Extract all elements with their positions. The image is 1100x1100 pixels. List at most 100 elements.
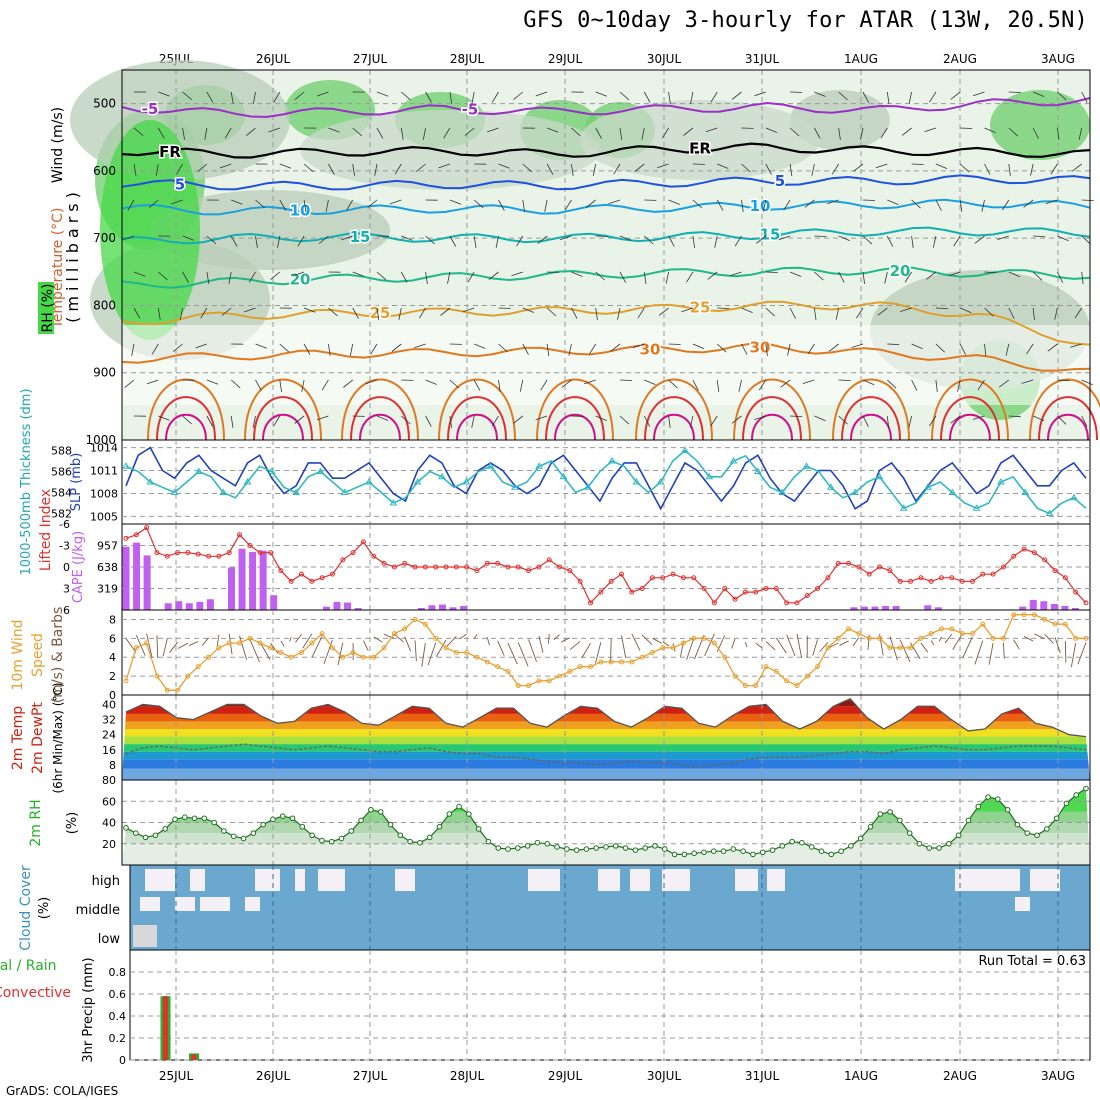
wind-barb	[279, 343, 290, 353]
wind-barb	[838, 235, 850, 241]
pressure-tick: 500	[93, 97, 116, 111]
wind-speed-line	[125, 614, 1086, 691]
rh-marker	[603, 844, 609, 850]
surface-wind-barb	[974, 640, 984, 665]
surface-wind-barb	[610, 638, 612, 663]
wind-speed-marker	[897, 645, 903, 651]
rh-marker	[534, 839, 541, 846]
wind-barb	[425, 379, 437, 385]
li-marker	[464, 564, 470, 570]
wind-barb	[328, 163, 335, 175]
pressure-tick: 600	[93, 164, 116, 178]
surface-wind-barb	[621, 635, 627, 658]
wind-barb	[668, 343, 681, 345]
wind-barb	[862, 199, 876, 201]
li-marker	[402, 560, 408, 566]
li-marker	[515, 564, 521, 570]
temp-band	[122, 736, 1090, 745]
isotherm-label: -5	[462, 101, 479, 119]
li-marker	[588, 600, 594, 606]
wind-barb	[831, 163, 840, 175]
thickness-marker	[632, 478, 641, 485]
wind-barb	[959, 163, 970, 173]
axis-label-speed: Speed	[30, 633, 46, 677]
date-label-top: 26JUL	[256, 52, 291, 66]
axis-label-wind10m: 10m Wind	[10, 619, 26, 690]
thickness-marker	[705, 472, 714, 480]
wind-barb	[224, 127, 232, 139]
thickness-marker	[413, 478, 422, 485]
wind-barb	[559, 235, 572, 241]
rh-marker	[230, 833, 237, 840]
wind-barb	[124, 379, 135, 388]
wind-barb	[595, 271, 605, 281]
wind-speed-marker	[288, 654, 294, 660]
wind-barb	[449, 199, 462, 205]
surface-wind-barb	[755, 642, 763, 648]
cape-bar	[871, 606, 879, 610]
temp-band	[122, 713, 1090, 722]
wind-barb	[690, 91, 694, 104]
li-marker	[1031, 550, 1037, 556]
wind-barb	[710, 91, 718, 103]
rh-tick: 60	[102, 795, 116, 808]
surface-isotherm	[931, 378, 1009, 441]
wind-barb	[692, 235, 695, 248]
surface-isotherm	[147, 378, 225, 441]
wind-tick: 2	[109, 670, 116, 683]
li-marker	[288, 578, 294, 584]
wind-panel-frame	[121, 609, 1091, 696]
wind-speed-marker	[877, 635, 883, 641]
wind-barb	[401, 235, 413, 241]
slp-tick: 1005	[90, 510, 118, 523]
li-marker	[742, 589, 748, 595]
surface-wind-barb	[988, 642, 994, 665]
rh-marker	[632, 847, 639, 853]
wind-barb	[422, 127, 426, 140]
wind-barb	[862, 379, 875, 386]
wind-barb	[762, 199, 767, 212]
wind-barb	[303, 343, 311, 355]
wind-barb	[182, 271, 189, 283]
wind-barb	[1081, 199, 1094, 201]
wind-speed-marker	[536, 678, 542, 684]
wind-barb	[1057, 271, 1064, 283]
wind-barb	[862, 235, 873, 245]
wind-speed-marker	[412, 616, 418, 622]
grads-credit: GrADS: COLA/IGES	[6, 1084, 119, 1098]
thickness-marker	[170, 488, 179, 495]
li-marker	[185, 550, 191, 556]
wind-barb	[595, 307, 598, 320]
wind-speed-marker	[928, 631, 934, 637]
wind-barb	[391, 343, 402, 352]
rh-marker	[387, 821, 394, 828]
wind-barb	[133, 271, 146, 277]
cloud-row-label: low	[98, 932, 121, 947]
wind-barb	[462, 307, 475, 313]
wind-tick: 6	[109, 632, 116, 645]
li-marker	[164, 553, 170, 559]
axis-label-li: Lifted Index	[38, 489, 54, 571]
rh-marker	[191, 815, 198, 822]
wind-barb	[908, 91, 912, 104]
date-label-bottom: 29JUL	[548, 1069, 583, 1083]
wind-barb	[668, 379, 678, 389]
cape-bar	[122, 546, 130, 610]
slp-panel-frame	[121, 439, 1091, 525]
wind-barb	[133, 307, 141, 319]
wind-barb	[1008, 163, 1011, 176]
temp-band	[122, 751, 1090, 760]
wind-barb	[705, 127, 718, 133]
wind-barb	[498, 343, 508, 353]
wind-barb	[171, 199, 183, 205]
wind-barb	[498, 379, 501, 392]
wind-barb	[716, 343, 727, 353]
wind-barb	[182, 127, 185, 140]
wind-barb	[789, 127, 800, 137]
wind-barb	[862, 415, 869, 427]
isotherm-label: 5	[775, 172, 785, 190]
li-marker	[133, 532, 139, 538]
wind-barb	[886, 235, 894, 247]
rh-marker	[1044, 826, 1050, 832]
pressure-tick: 700	[93, 231, 116, 245]
